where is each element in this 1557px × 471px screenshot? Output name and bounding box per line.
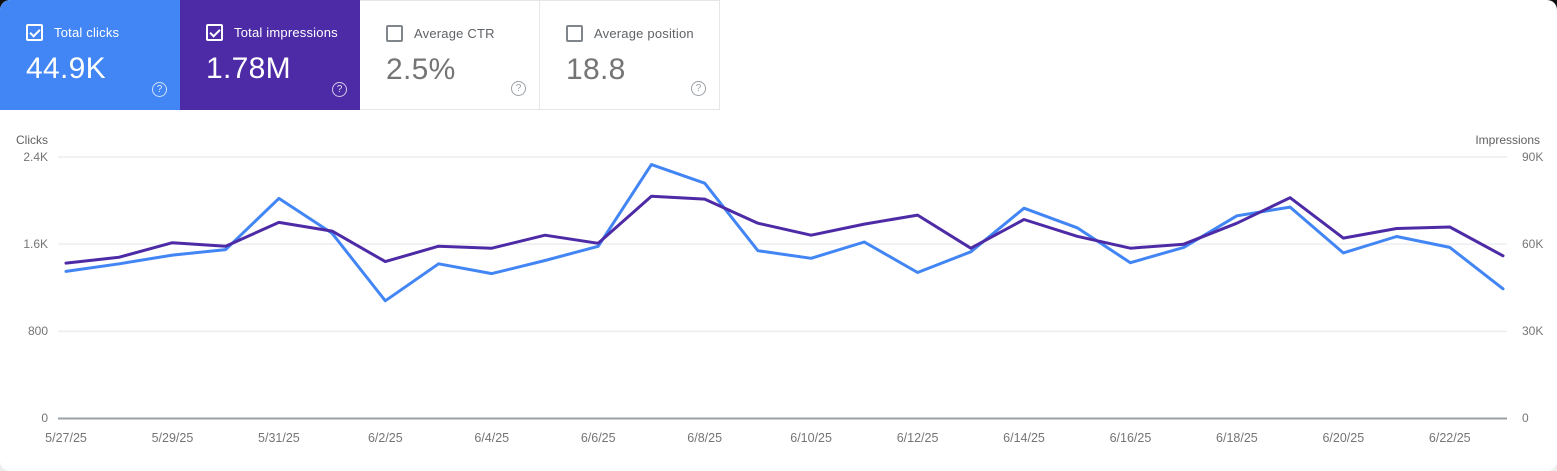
help-icon[interactable]: ? [152, 82, 167, 97]
average-position-value: 18.8 [566, 53, 626, 86]
x-axis-label: 6/12/25 [896, 431, 939, 445]
x-axis-label: 6/2/25 [367, 431, 403, 445]
card-label: Average position [594, 26, 694, 41]
x-axis-label: 6/22/25 [1428, 431, 1471, 445]
x-axis-label: 5/29/25 [151, 431, 194, 445]
average-position-checkbox[interactable] [566, 25, 583, 42]
total-impressions-checkbox[interactable] [206, 24, 223, 41]
card-label: Total clicks [54, 25, 120, 40]
average-ctr-value: 2.5% [386, 53, 456, 86]
right-axis-tick: 30K [1522, 324, 1544, 338]
metric-card-average-ctr[interactable]: Average CTR 2.5% ? [360, 0, 540, 110]
average-ctr-checkbox[interactable] [386, 25, 403, 42]
right-axis-tick: 90K [1522, 150, 1544, 164]
x-axis-label: 6/14/25 [1003, 431, 1045, 445]
x-axis-label: 6/20/25 [1322, 431, 1365, 445]
help-icon[interactable]: ? [691, 81, 706, 96]
card-label: Total impressions [234, 25, 338, 40]
x-axis-label: 5/27/25 [45, 431, 87, 445]
card-header: Average CTR [386, 25, 539, 42]
card-label: Average CTR [414, 26, 495, 41]
total-impressions-value: 1.78M [206, 52, 291, 85]
left-axis-tick: 800 [27, 324, 48, 338]
card-header: Total clicks [26, 24, 180, 41]
metric-card-total-impressions[interactable]: Total impressions 1.78M ? [180, 0, 360, 110]
card-header: Total impressions [206, 24, 360, 41]
left-axis-tick: 0 [41, 411, 48, 425]
total-clicks-value: 44.9K [26, 52, 106, 85]
total-clicks-line [64, 163, 1505, 303]
metric-card-average-position[interactable]: Average position 18.8 ? [540, 0, 720, 110]
left-axis-tick: 2.4K [23, 150, 48, 164]
help-icon[interactable]: ? [511, 81, 526, 96]
left-axis-title: Clicks [16, 133, 48, 147]
help-icon[interactable]: ? [332, 82, 347, 97]
right-axis-title: Impressions [1475, 133, 1540, 147]
x-axis-label: 6/8/25 [687, 431, 723, 445]
metric-cards-row: Total clicks 44.9K ? Total impressions 1… [0, 0, 720, 110]
x-axis-label: 6/16/25 [1109, 431, 1152, 445]
right-axis-tick: 60K [1522, 237, 1544, 251]
left-axis-tick: 1.6K [23, 237, 48, 251]
x-axis-label: 5/31/25 [258, 431, 300, 445]
right-axis-tick: 0 [1522, 411, 1529, 425]
x-axis-label: 6/4/25 [474, 431, 510, 445]
card-header: Average position [566, 25, 719, 42]
x-axis-label: 6/6/25 [580, 431, 616, 445]
total-clicks-checkbox[interactable] [26, 24, 43, 41]
total-impressions-line [64, 194, 1505, 265]
metric-card-total-clicks[interactable]: Total clicks 44.9K ? [0, 0, 180, 110]
x-axis-label: 6/10/25 [790, 431, 832, 445]
x-axis-label: 6/18/25 [1216, 431, 1258, 445]
